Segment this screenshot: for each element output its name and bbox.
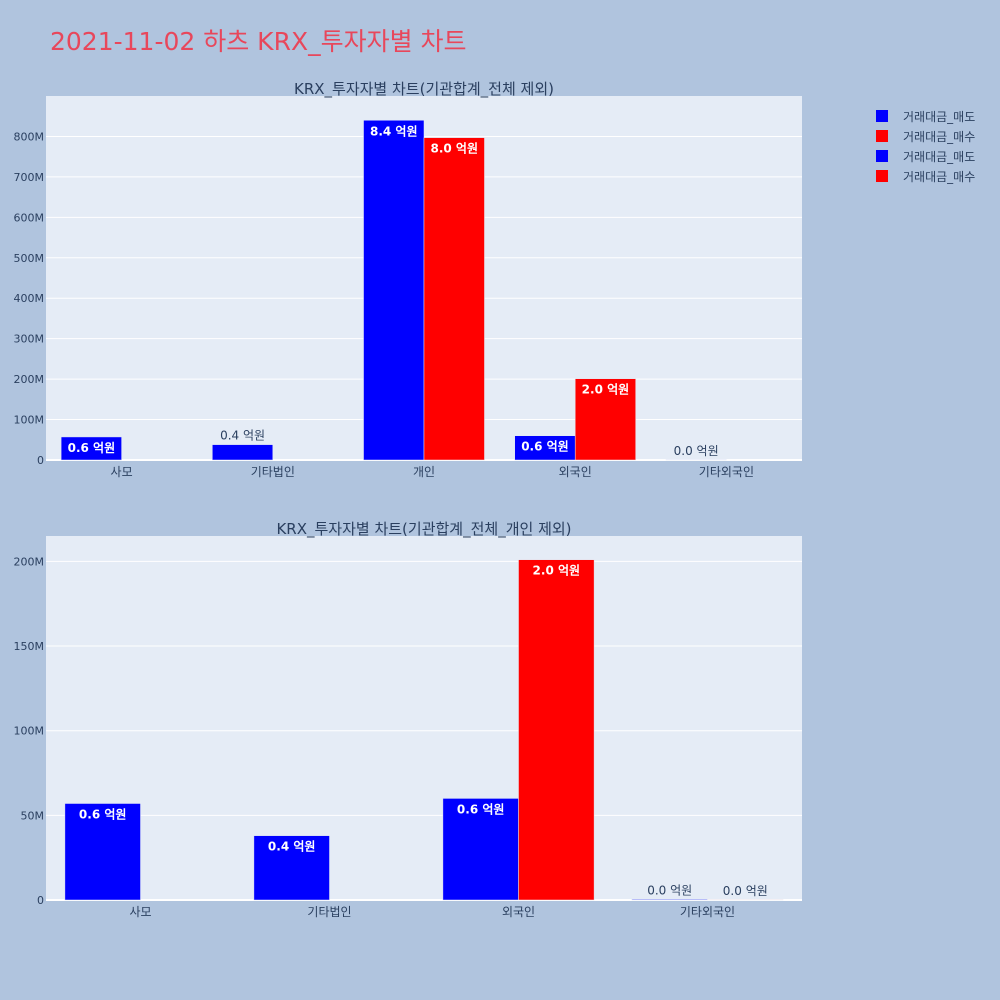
data-label: 2.0 억원 — [533, 564, 581, 578]
y-tick-label: 100M — [14, 725, 45, 738]
bar — [423, 137, 485, 461]
data-label: 0.0 억원 — [647, 883, 692, 897]
data-label: 0.6 억원 — [68, 441, 116, 455]
legend: 거래대금_매도 거래대금_매수 거래대금_매도 거래대금_매수 — [876, 106, 975, 186]
legend-swatch-3 — [876, 170, 888, 182]
y-tick-label: 150M — [14, 640, 45, 653]
subplot-title: KRX_투자자별 차트(기관합계_전체 제외) — [294, 80, 554, 99]
y-tick-label: 200M — [14, 373, 45, 386]
legend-label: 거래대금_매도 — [903, 109, 976, 124]
bar — [518, 559, 595, 901]
data-label: 0.4 억원 — [220, 429, 265, 443]
data-label: 8.0 억원 — [430, 142, 478, 156]
y-tick-label: 0 — [37, 454, 44, 467]
bar — [574, 378, 636, 461]
x-tick-label: 기타법인 — [251, 465, 295, 479]
legend-label: 거래대금_매수 — [903, 169, 976, 184]
legend-item[interactable]: 거래대금_매수 — [876, 166, 975, 186]
legend-item[interactable]: 거래대금_매도 — [876, 106, 975, 126]
legend-label: 거래대금_매수 — [903, 129, 976, 144]
bar — [631, 899, 708, 901]
page-title: 2021-11-02 하츠 KRX_투자자별 차트 — [50, 27, 467, 56]
x-tick-label: 외국인 — [502, 905, 535, 919]
bar — [60, 436, 122, 461]
bar — [253, 835, 330, 901]
bar — [442, 798, 519, 901]
bar — [363, 120, 425, 461]
x-tick-label: 외국인 — [559, 465, 592, 479]
x-tick-label: 기타법인 — [307, 905, 351, 919]
plot-area-2 — [46, 536, 802, 900]
data-label: 0.0 억원 — [723, 884, 768, 898]
y-tick-label: 50M — [21, 809, 45, 822]
x-tick-label: 기타외국인 — [699, 465, 754, 479]
y-tick-label: 300M — [14, 333, 45, 346]
data-label: 0.0 억원 — [674, 444, 719, 458]
y-tick-label: 200M — [14, 555, 45, 568]
legend-item[interactable]: 거래대금_매도 — [876, 146, 975, 166]
data-label: 2.0 억원 — [582, 383, 630, 397]
y-tick-label: 700M — [14, 171, 45, 184]
subplot-title: KRX_투자자별 차트(기관합계_전체_개인 제외) — [276, 520, 571, 539]
x-tick-label: 사모 — [111, 465, 133, 479]
y-tick-label: 400M — [14, 292, 45, 305]
y-tick-label: 500M — [14, 252, 45, 265]
x-tick-label: 개인 — [413, 465, 435, 479]
legend-item[interactable]: 거래대금_매수 — [876, 126, 975, 146]
data-label: 0.6 억원 — [457, 802, 505, 816]
data-label: 8.4 억원 — [370, 124, 418, 138]
x-tick-label: 사모 — [129, 905, 151, 919]
data-label: 0.4 억원 — [268, 840, 316, 854]
y-tick-label: 800M — [14, 130, 45, 143]
data-label: 0.6 억원 — [521, 440, 569, 454]
legend-label: 거래대금_매도 — [903, 149, 976, 164]
y-tick-label: 0 — [37, 894, 44, 907]
legend-swatch-2 — [876, 150, 888, 162]
data-label: 0.6 억원 — [79, 807, 127, 821]
bar — [514, 435, 576, 461]
y-tick-label: 100M — [14, 414, 45, 427]
bar — [212, 444, 274, 461]
bar — [64, 803, 141, 901]
y-tick-label: 600M — [14, 211, 45, 224]
legend-swatch-1 — [876, 130, 888, 142]
x-tick-label: 기타외국인 — [680, 905, 735, 919]
legend-swatch-0 — [876, 110, 888, 122]
